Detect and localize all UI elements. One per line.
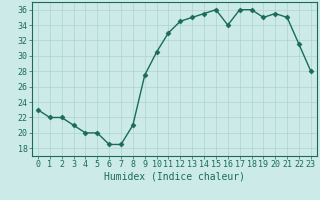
X-axis label: Humidex (Indice chaleur): Humidex (Indice chaleur) bbox=[104, 172, 245, 182]
